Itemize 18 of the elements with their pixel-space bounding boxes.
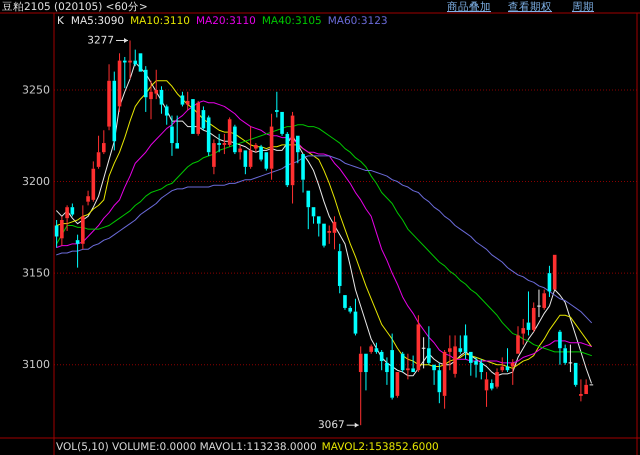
- text: 商品叠加: [447, 0, 491, 13]
- text: MA40:3105: [262, 15, 322, 27]
- y-tick-label: 3100: [22, 358, 50, 372]
- text: MA60:3123: [328, 15, 388, 27]
- chart-title: 豆粕2105 (020105) <60分>: [2, 1, 148, 13]
- annotation: 3067: [318, 419, 345, 432]
- text: 查看期权: [508, 0, 552, 13]
- annotation: 3277: [87, 34, 114, 46]
- text: MA20:3110: [196, 15, 256, 27]
- y-tick-label: 3150: [22, 266, 50, 280]
- text: MA5:3090: [70, 15, 124, 27]
- y-tick-label: 3200: [22, 175, 50, 188]
- text: MA10:3110: [130, 15, 190, 27]
- y-tick-label: 3250: [22, 83, 50, 96]
- legend-title: K: [57, 15, 65, 27]
- text: MAVOL2:153852.6000: [322, 441, 439, 453]
- text: 周期: [572, 1, 594, 13]
- text: VOL(5,10) VOLUME:0.0000 MAVOL1:113238.0000: [56, 441, 317, 453]
